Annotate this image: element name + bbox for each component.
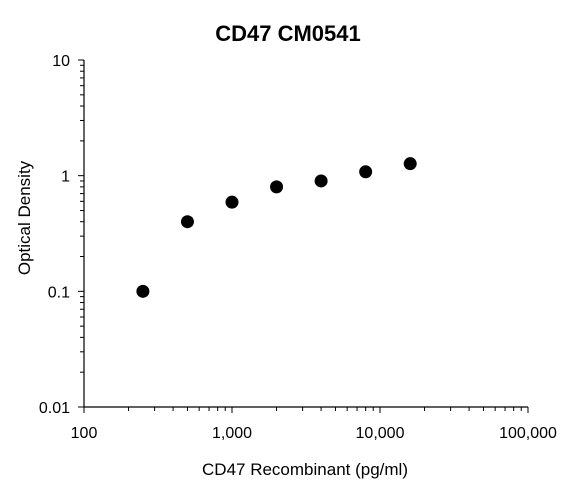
x-tick-label: 10,000 [356,425,405,442]
data-point [270,180,284,194]
x-tick-label: 1,000 [212,425,252,442]
y-tick-label: 1 [61,169,70,186]
y-tick-label: 10 [52,53,70,70]
data-point [314,174,328,188]
data-points [136,157,417,298]
y-axis-title: Optical Density [15,160,34,275]
axes: 100 1,000 10,000 100,000 0.01 0.1 1 10 [39,53,557,442]
y-tick-label: 0.01 [39,400,70,417]
y-tick-label: 0.1 [48,284,70,301]
x-tick-label: 100 [71,425,98,442]
data-point [359,165,373,179]
data-point [403,157,417,171]
data-point [225,195,239,209]
x-axis-title: CD47 Recombinant (pg/ml) [202,460,408,479]
data-point [180,215,194,229]
x-tick-label: 100,000 [499,425,557,442]
chart-title: CD47 CM0541 [215,21,361,46]
data-point [136,284,150,298]
